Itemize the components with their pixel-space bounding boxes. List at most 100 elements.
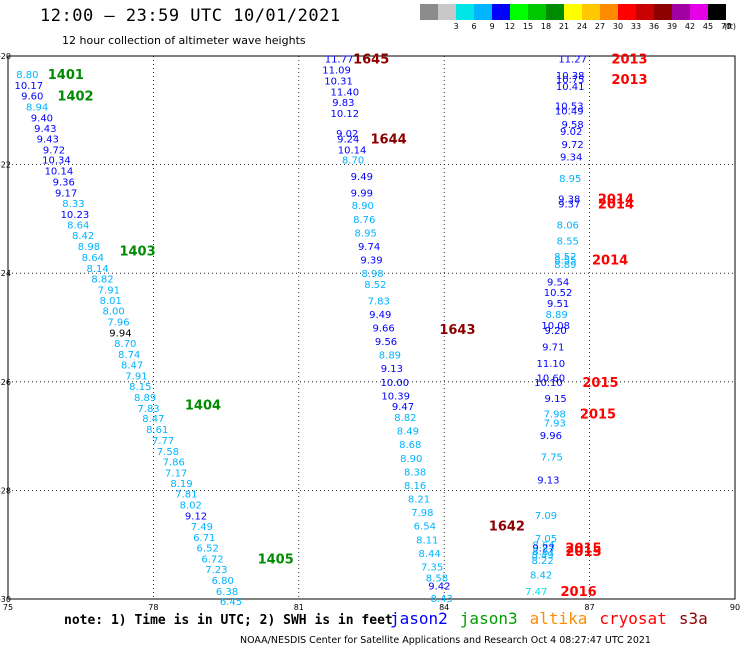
pass-number-label: 1402 bbox=[57, 90, 93, 105]
wave-height-value: 7.17 bbox=[165, 468, 187, 479]
wave-height-value: 9.36 bbox=[53, 177, 75, 188]
wave-height-value: 8.89 bbox=[379, 351, 401, 362]
wave-height-value: 8.01 bbox=[100, 296, 122, 307]
colorbar-label: 24 bbox=[576, 22, 588, 31]
wave-height-value: 10.41 bbox=[556, 82, 585, 93]
wave-height-value: 8.38 bbox=[404, 467, 426, 478]
legend-item-jason3: jason3 bbox=[459, 609, 518, 628]
wave-height-value: 10.23 bbox=[61, 210, 90, 221]
wave-height-value: 6.72 bbox=[201, 554, 223, 565]
wave-height-value: 10.08 bbox=[541, 321, 570, 332]
wave-height-value: 9.42 bbox=[428, 581, 450, 592]
colorbar-swatch bbox=[672, 4, 690, 20]
wave-height-value: 10.14 bbox=[45, 167, 74, 178]
wave-height-value: 8.95 bbox=[355, 228, 377, 239]
wave-height-value: 8.15 bbox=[129, 382, 151, 393]
wave-height-value: 10.60 bbox=[537, 373, 566, 384]
wave-height-value: 7.86 bbox=[163, 458, 185, 469]
wave-height-value: 9.49 bbox=[351, 172, 373, 183]
chart-subtitle: 12 hour collection of altimeter wave hei… bbox=[62, 34, 306, 47]
wave-height-value: 10.17 bbox=[15, 81, 44, 92]
wave-height-value: 6.71 bbox=[193, 533, 215, 544]
x-tick-label: 84 bbox=[439, 603, 449, 612]
wave-height-value: 8.52 bbox=[554, 252, 576, 263]
colorbar-label: 27 bbox=[594, 22, 606, 31]
colorbar-swatch bbox=[546, 4, 564, 20]
wave-height-value: 8.74 bbox=[118, 350, 140, 361]
legend-item-cryosat: cryosat bbox=[599, 609, 667, 628]
wave-height-value: 7.58 bbox=[157, 447, 179, 458]
colorbar-label: 15 bbox=[522, 22, 534, 31]
wave-height-value: 8.22 bbox=[531, 556, 553, 567]
wave-height-value: 6.52 bbox=[197, 543, 219, 554]
wave-height-value: 10.39 bbox=[381, 391, 410, 402]
y-tick-label: -26 bbox=[0, 378, 11, 387]
wave-height-value: 10.52 bbox=[544, 288, 573, 299]
wave-height-value: 9.94 bbox=[109, 328, 131, 339]
colorbar-swatch bbox=[654, 4, 672, 20]
wave-height-value: 8.58 bbox=[426, 573, 448, 584]
x-tick-label: 90 bbox=[730, 603, 740, 612]
wave-height-value: 7.96 bbox=[107, 318, 129, 329]
colorbar-swatch bbox=[528, 4, 546, 20]
wave-height-value: 8.11 bbox=[416, 535, 438, 546]
wave-height-value: 9.34 bbox=[560, 152, 582, 163]
pass-number-label: 1642 bbox=[489, 520, 525, 535]
wave-height-value: 8.52 bbox=[364, 280, 386, 291]
wave-height-value: 9.38 bbox=[558, 194, 580, 205]
colorbar-swatch bbox=[438, 4, 456, 20]
wave-height-value: 9.13 bbox=[537, 476, 559, 487]
wave-height-value: 8.19 bbox=[170, 479, 192, 490]
wave-height-value: 8.06 bbox=[557, 220, 579, 231]
wave-height-value: 9.71 bbox=[542, 343, 564, 354]
pass-number-label: 1405 bbox=[258, 552, 294, 567]
y-tick-label: -30 bbox=[0, 595, 11, 604]
colorbar-label: 9 bbox=[489, 22, 495, 31]
wave-height-value: 7.09 bbox=[535, 511, 557, 522]
pass-number-label: 2014 bbox=[598, 198, 634, 213]
wave-height-value: 8.55 bbox=[554, 256, 576, 267]
wave-height-value: 8.33 bbox=[62, 199, 84, 210]
colorbar-label: 21 bbox=[558, 22, 570, 31]
colorbar-label: 12 bbox=[504, 22, 516, 31]
pass-number-label: 2016 bbox=[561, 585, 597, 600]
wave-height-value: 8.49 bbox=[531, 550, 553, 561]
wave-height-value: 9.66 bbox=[372, 324, 394, 335]
wave-height-value: 8.64 bbox=[532, 541, 554, 552]
colorbar-unit: (ft) bbox=[723, 22, 737, 31]
wave-height-value: 8.82 bbox=[91, 275, 113, 286]
wave-height-value: 7.23 bbox=[205, 565, 227, 576]
wave-height-value: 9.40 bbox=[31, 113, 53, 124]
wave-height-value: 8.98 bbox=[361, 269, 383, 280]
colorbar-label: 39 bbox=[666, 22, 678, 31]
wave-height-value: 9.72 bbox=[43, 145, 65, 156]
legend-item-jason2: jason2 bbox=[390, 609, 448, 628]
colorbar-label: 42 bbox=[684, 22, 696, 31]
wave-height-value: 11.27 bbox=[558, 55, 587, 66]
wave-height-value: 9.24 bbox=[337, 135, 359, 146]
wave-height-value: 9.12 bbox=[185, 511, 207, 522]
wave-height-value: 6.45 bbox=[220, 597, 242, 608]
wave-height-value: 9.13 bbox=[381, 364, 403, 375]
wave-height-value: 8.68 bbox=[399, 440, 421, 451]
colorbar-label: 45 bbox=[702, 22, 714, 31]
wave-height-value: 8.89 bbox=[134, 393, 156, 404]
wave-height-map: 757881848790-20-22-24-26-28-308.8010.179… bbox=[0, 52, 740, 612]
wave-height-value: 9.37 bbox=[558, 200, 580, 211]
wave-height-value: 7.35 bbox=[421, 562, 443, 573]
wave-height-value: 9.17 bbox=[55, 188, 77, 199]
wave-height-value: 9.15 bbox=[545, 394, 567, 405]
colorbar-swatch bbox=[492, 4, 510, 20]
footnote: note: 1) Time is in UTC; 2) SWH is in fe… bbox=[64, 613, 393, 628]
wave-height-value: 9.99 bbox=[351, 188, 373, 199]
wave-height-value: 8.95 bbox=[559, 174, 581, 185]
wave-height-value: 8.89 bbox=[546, 310, 568, 321]
colorbar-swatch bbox=[708, 4, 726, 20]
wave-height-value: 8.89 bbox=[554, 260, 576, 271]
x-tick-label: 75 bbox=[3, 603, 13, 612]
wave-height-value: 8.98 bbox=[78, 242, 100, 253]
colorbar-swatch bbox=[582, 4, 600, 20]
wave-height-value: 7.49 bbox=[191, 522, 213, 533]
wave-height-value: 9.02 bbox=[560, 127, 582, 138]
wave-height-value: 7.98 bbox=[411, 508, 433, 519]
